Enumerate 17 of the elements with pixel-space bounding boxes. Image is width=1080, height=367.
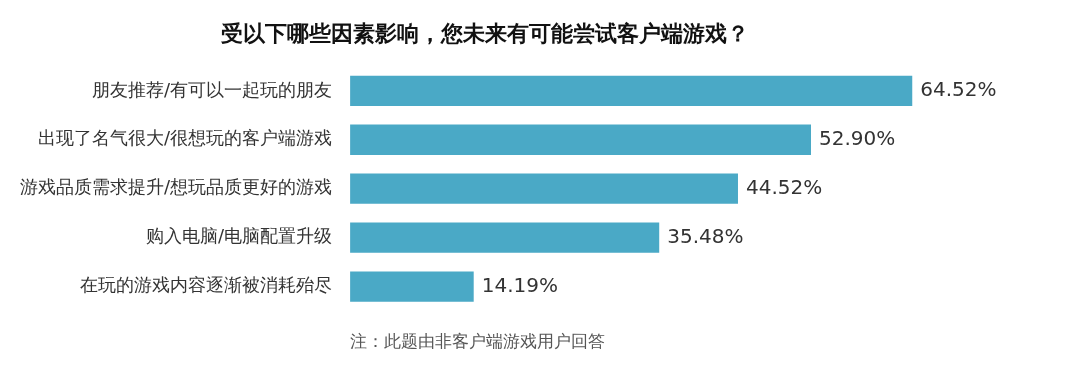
- text: 注：此题由非客户端游戏用户回答: [350, 331, 606, 352]
- bar: [350, 271, 474, 302]
- bar: [350, 75, 913, 107]
- bar: [350, 124, 811, 155]
- data-label: 14.19%: [481, 272, 558, 297]
- y-tick-label: 出现了名气很大/很想玩的客户端游戏: [37, 127, 333, 149]
- chart-title: 受以下哪些因素影响，您未来有可能尝试客户端游戏？: [221, 20, 749, 46]
- data-label: 64.52%: [920, 77, 997, 102]
- data-label: 35.48%: [667, 223, 744, 248]
- y-tick-label: 购入电脑/电脑配置升级: [145, 225, 333, 247]
- data-label: 44.52%: [745, 174, 823, 199]
- y-tick-label: 朋友推荐/有可以一起玩的朋友: [91, 78, 333, 100]
- bar: [350, 173, 738, 204]
- y-tick-label: 游戏品质需求提升/想玩品质更好的游戏: [19, 176, 333, 198]
- y-tick-label: 在玩的游戏内容逐渐被消耗殆尽: [80, 274, 333, 296]
- data-label: 52.90%: [819, 125, 896, 150]
- bar: [350, 222, 660, 253]
